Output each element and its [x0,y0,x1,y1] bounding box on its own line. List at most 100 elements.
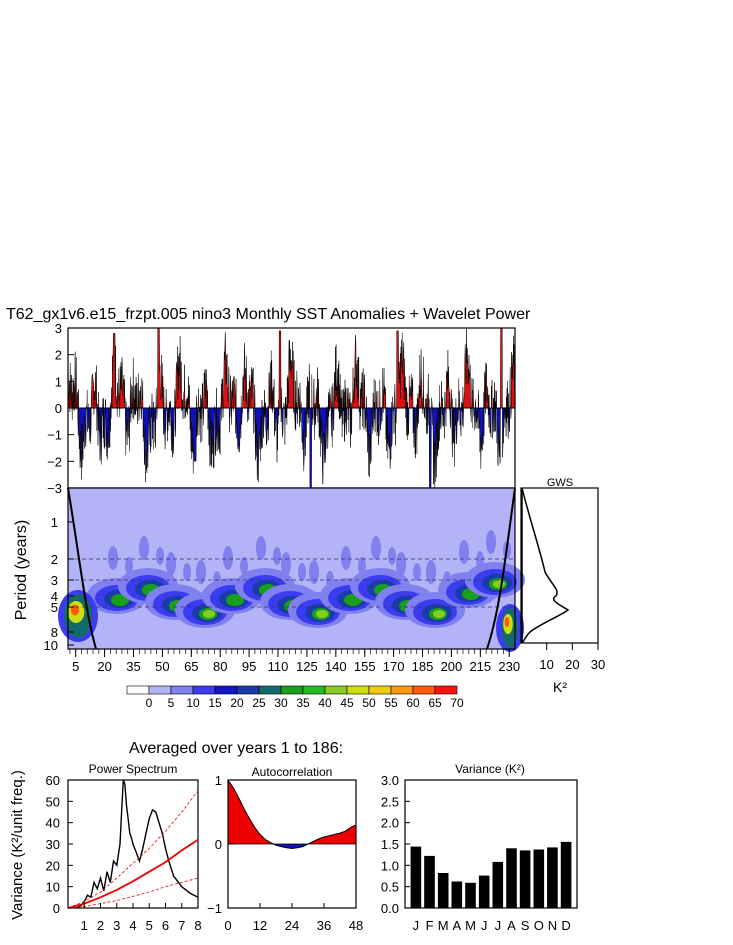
colorbar-label: 30 [274,696,288,710]
power-tendril [183,563,191,581]
month-label: J [495,918,502,933]
time-x-axis: 5 20 35 50 65 80 95 110 125 140 155 170 185 200 215 230 [69,649,520,674]
power-contour-35 [226,594,244,606]
colorbar-label: 10 [186,696,200,710]
gws-curve [521,487,570,644]
power-spectrum-ylabel: Variance (K²/unit freq.) [9,770,26,920]
x-tick-label: 5 [146,918,153,933]
sst-y-axis: 3 2 1 0 −1 −2 −3 [47,321,74,496]
x-tick-label: 12 [253,918,267,933]
power-tendril [309,560,319,584]
y-tick-label: 0.0 [381,901,399,916]
upper-confidence-line [67,790,199,909]
y-tick-label: −2 [47,454,62,469]
variance-bar [506,848,517,908]
power-tendril [156,547,164,565]
colorbar-label: 35 [296,696,310,710]
y-tick-label: 10 [46,880,60,895]
autocorrelation-area [227,779,357,850]
power-tendril [108,546,118,570]
time-tick-label: 185 [412,659,434,674]
power-tendril [413,563,421,581]
y-tick-label: 0 [53,901,60,916]
colorbar-label: 60 [406,696,420,710]
autocorrelation-title: Autocorrelation [252,765,333,779]
power-spectrum-axes: 1 2 3 4 5 6 7 8 0 10 20 30 40 50 60 [46,773,202,933]
time-tick-label: 200 [441,659,463,674]
time-tick-label: 50 [155,659,169,674]
time-tick-label: 230 [498,659,520,674]
variance-bar [533,849,545,908]
variance-bar [519,850,531,908]
month-label: S [521,918,530,933]
power-tendril [139,536,149,560]
colorbar-label: 25 [252,696,266,710]
wavelet-power-contours [58,530,525,652]
power-tendril [388,547,396,565]
colorbar-swatch [170,685,194,695]
gws-title: GWS [547,477,573,489]
y-tick-label: 0 [55,401,62,416]
colorbar-label: 55 [384,696,398,710]
colorbar-label: 5 [168,696,175,710]
time-tick-label: 35 [126,659,140,674]
gws-x-axis: 10 20 30 [539,643,605,672]
y-tick-label: −1 [47,428,62,443]
colorbar-swatch [126,685,150,695]
colorbar-swatch [346,685,370,695]
y-tick-label: 1 [215,773,222,788]
power-tendril [273,547,281,565]
colorbar-label: 65 [428,696,442,710]
x-tick-label: 7 [178,918,185,933]
x-tick-label: 0 [224,918,231,933]
x-tick-label: 3 [113,918,120,933]
x-tick-label: 2 [97,918,104,933]
power-tendril [240,557,248,575]
spectrum-line [75,779,199,909]
y-tick-label: −1 [207,901,222,916]
gws-frame [520,487,599,644]
y-tick-label: 60 [46,773,60,788]
power-tendril [223,546,233,570]
red-noise-line [67,838,199,909]
y-tick-label: 50 [46,794,60,809]
wavelet-colorbar: 0 5 10 15 20 25 30 35 40 45 50 55 60 65 70 [126,685,464,710]
time-tick-label: 20 [97,659,111,674]
period-y-axis: 1 2 345 810 [44,515,74,653]
time-tick-label: 65 [184,659,198,674]
month-label: F [426,918,434,933]
y-tick-label: 0.5 [381,880,399,895]
power-contour-45 [316,610,328,618]
month-label: J [413,918,420,933]
gws-panel: GWS 10 20 30 K² [520,477,605,695]
monthly-variance-title: Variance (K²) [455,762,525,776]
month-label: M [465,918,476,933]
colorbar-label: 15 [208,696,222,710]
figure-title: T62_gx1v6.e15_frzpt.005 nino3 Monthly SS… [6,306,531,323]
colorbar-swatch [236,685,260,695]
cone-of-influence-left [67,487,97,650]
period-tick-label: 8 [51,625,58,640]
gws-xlabel: K² [553,679,567,695]
power-spectrum-lines [67,779,199,909]
month-label: M [438,918,449,933]
y-tick-label: 40 [46,816,60,831]
colorbar-label: 50 [362,696,376,710]
y-tick-label: 20 [46,858,60,873]
x-tick-label: 24 [285,918,299,933]
averaged-title: Averaged over years 1 to 186: [129,740,343,757]
colorbar-swatch [258,685,282,695]
variance-bar [437,873,449,908]
colorbar-swatch [302,685,326,695]
y-tick-label: 1.0 [381,858,399,873]
period-tick-label: 2 [51,552,58,567]
variance-bar [478,875,490,908]
colorbar-swatch [390,685,414,695]
time-tick-label: 155 [354,659,376,674]
power-tendril [371,536,381,560]
x-tick-label: 8 [194,918,201,933]
y-tick-label: 0 [215,837,222,852]
